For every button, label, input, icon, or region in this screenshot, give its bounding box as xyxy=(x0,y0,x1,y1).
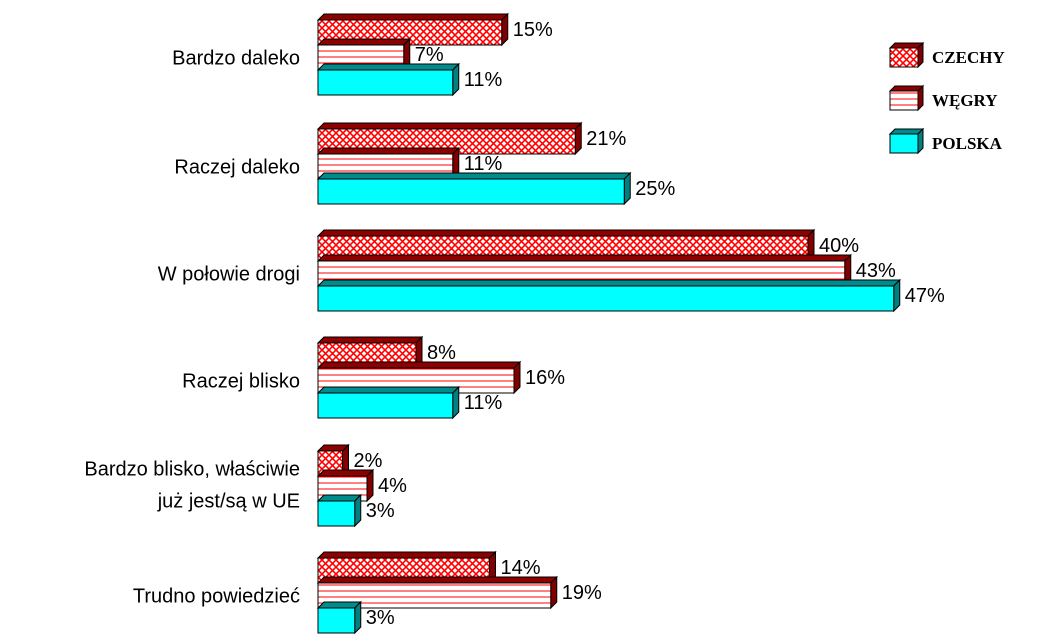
legend-swatch xyxy=(889,133,919,154)
bar-węgry-0 xyxy=(316,37,411,72)
value-label: 11% xyxy=(464,392,503,414)
category-label: Trudno powiedzieć xyxy=(133,586,300,608)
value-label: 15% xyxy=(513,19,553,41)
category-label: już jest/są w UE xyxy=(157,491,300,513)
bar-polska-0 xyxy=(316,62,460,97)
legend-swatch xyxy=(889,90,919,111)
value-label: 43% xyxy=(856,260,896,282)
value-label: 3% xyxy=(366,500,395,522)
bar-polska-4 xyxy=(316,493,362,528)
value-label: 2% xyxy=(354,450,383,472)
value-label: 14% xyxy=(501,557,541,579)
legend-label: WĘGRY xyxy=(932,91,998,110)
bar-polska-3 xyxy=(316,385,460,420)
legend-label: POLSKA xyxy=(932,134,1003,153)
category-label: Raczej blisko xyxy=(182,371,300,393)
category-label: Bardzo blisko, właściwie xyxy=(84,459,300,481)
category-label: Raczej daleko xyxy=(174,157,300,179)
value-label: 16% xyxy=(525,367,565,389)
value-label: 25% xyxy=(635,178,675,200)
value-label: 47% xyxy=(905,285,945,307)
legend-item-czechy: CZECHY xyxy=(888,41,1005,69)
legend-label: CZECHY xyxy=(932,48,1005,67)
category-label: Bardzo daleko xyxy=(172,48,300,70)
legend-item-węgry: WĘGRY xyxy=(888,84,998,112)
bar-polska-2 xyxy=(316,278,901,313)
legend-item-polska: POLSKA xyxy=(888,127,1003,155)
legend-swatch xyxy=(889,47,919,68)
bars-layer xyxy=(316,12,901,635)
value-label: 11% xyxy=(464,69,503,91)
bar-węgry-5 xyxy=(316,575,558,610)
value-label: 21% xyxy=(586,128,626,150)
value-label: 19% xyxy=(562,582,602,604)
value-label: 40% xyxy=(819,235,859,257)
value-label: 3% xyxy=(366,607,395,629)
legend: CZECHY WĘGRY POLSKA xyxy=(888,41,1005,155)
bar-polska-5 xyxy=(316,600,362,635)
labels-layer: 15% 7% 11% Bardzo daleko 21% 11% 25% Raczej dal… xyxy=(84,19,945,629)
bar-czechy-1 xyxy=(316,121,583,156)
value-label: 11% xyxy=(464,153,503,175)
value-label: 7% xyxy=(415,44,444,66)
bar-polska-1 xyxy=(316,171,632,206)
value-label: 8% xyxy=(427,342,456,364)
category-label: W połowie drogi xyxy=(158,264,300,286)
value-label: 4% xyxy=(378,475,407,497)
